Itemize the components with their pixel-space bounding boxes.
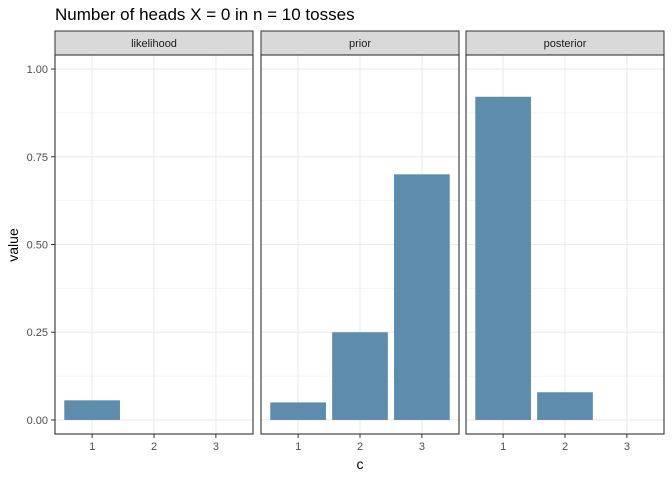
y-axis: 0.00 0.25 0.50 0.75 1.00 [27, 64, 55, 427]
x-tick-label: 2 [357, 441, 363, 453]
x-tick-label: 3 [624, 441, 630, 453]
x-tick-label: 1 [295, 441, 301, 453]
y-tick-label: 0.50 [27, 240, 48, 252]
x-tick-label: 2 [562, 441, 568, 453]
facet-prior: prior 1 2 3 [260, 30, 460, 453]
facet-strip-label: posterior [544, 38, 587, 50]
y-tick-label: 0.00 [27, 415, 48, 427]
facet-panels: likelihood 1 2 3 prior 1 2 3 posterior 1 2 3 [54, 30, 665, 453]
x-tick-label: 1 [89, 441, 95, 453]
y-tick-label: 0.75 [27, 152, 48, 164]
facet-strip-label: likelihood [131, 38, 177, 50]
bar-likelihood-1 [64, 400, 120, 420]
facet-likelihood: likelihood 1 2 3 [54, 30, 254, 453]
bar-posterior-2 [537, 392, 593, 420]
x-tick-label: 1 [500, 441, 506, 453]
x-tick-label: 3 [213, 441, 219, 453]
bar-prior-1 [270, 402, 326, 420]
facet-posterior: posterior 1 2 3 [465, 30, 665, 453]
chart-title: Number of heads X = 0 in n = 10 tosses [55, 5, 355, 24]
y-tick-label: 0.25 [27, 327, 48, 339]
facet-strip [465, 30, 665, 56]
x-tick-label: 3 [419, 441, 425, 453]
x-axis-title: c [357, 456, 364, 472]
facet-strip [54, 30, 254, 56]
bar-prior-3 [394, 174, 450, 420]
y-axis-title: value [5, 228, 21, 262]
bar-posterior-1 [475, 96, 531, 420]
facet-strip [260, 30, 460, 56]
bar-prior-2 [332, 332, 388, 420]
x-tick-label: 2 [151, 441, 157, 453]
facet-strip-label: prior [349, 38, 371, 50]
y-tick-label: 1.00 [27, 64, 48, 76]
